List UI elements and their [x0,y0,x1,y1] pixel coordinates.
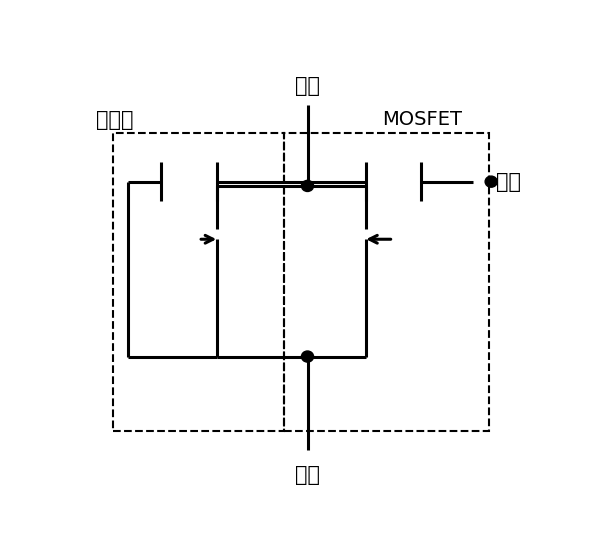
Circle shape [301,181,314,192]
Text: 源极: 源极 [295,465,320,485]
Text: MOSFET: MOSFET [382,110,462,129]
Text: 漏极: 漏极 [295,76,320,96]
Circle shape [485,176,497,187]
Text: 二极管: 二极管 [96,110,133,130]
Circle shape [301,351,314,362]
Bar [113,132,284,431]
Text: 栅极: 栅极 [496,172,521,192]
Bar [284,132,489,431]
